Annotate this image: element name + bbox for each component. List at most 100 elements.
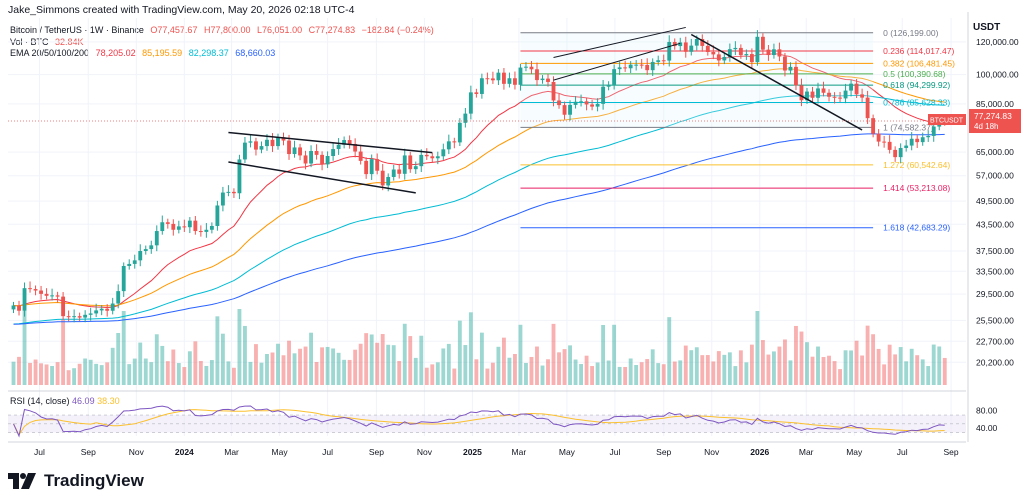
candle-body	[17, 305, 21, 311]
volume-bar	[424, 367, 429, 385]
volume-bar	[904, 361, 909, 385]
candles	[11, 30, 947, 323]
ohlc-close: C77,274.83	[308, 25, 356, 35]
ema100-line	[13, 95, 945, 325]
candle-body	[342, 140, 347, 145]
volume-bar	[347, 359, 352, 385]
candle-body	[667, 41, 672, 61]
candle-body	[198, 231, 203, 233]
price-axis-title: USDT	[973, 22, 1001, 33]
tradingview-footer[interactable]: TradingView	[8, 470, 144, 492]
volume-bar	[926, 366, 931, 385]
volume-bar	[55, 362, 60, 385]
candle-body	[50, 295, 55, 297]
volume-bar	[827, 355, 831, 385]
volume-bar	[722, 354, 727, 385]
price-tag-box	[969, 109, 1021, 134]
volume-bar	[540, 365, 545, 385]
volume-bar	[463, 345, 468, 385]
candle-body	[788, 66, 793, 71]
volume-bar	[551, 323, 556, 385]
candle-body	[838, 97, 842, 99]
candle-body	[661, 60, 666, 62]
volume-bar	[61, 319, 66, 385]
candle-body	[254, 141, 258, 150]
candle-body	[909, 138, 914, 146]
volume-bar	[77, 363, 82, 385]
volume-bar	[766, 354, 771, 385]
candle-body	[83, 314, 88, 318]
price-tick-label: 25,500.00	[976, 315, 1014, 325]
price-tick-label: 22,700.00	[976, 336, 1014, 346]
volume-bar	[110, 347, 115, 385]
candle-body	[821, 88, 826, 93]
rsi-ma-line	[13, 409, 945, 436]
fib-level-label: 1.414 (53,213.08)	[883, 183, 950, 193]
candle-body	[160, 222, 165, 232]
volume-bar	[810, 356, 815, 385]
volume-bar	[557, 352, 561, 385]
volume-bar	[220, 333, 225, 385]
volume-bar	[358, 343, 363, 385]
time-tick-label: Nov	[417, 447, 433, 457]
volume-bar	[182, 367, 187, 385]
candle-body	[413, 166, 418, 170]
ema200-line	[13, 133, 945, 325]
volume-bar	[298, 348, 302, 385]
candle-body	[606, 84, 611, 87]
volume-bar	[513, 354, 517, 385]
volume-bar	[893, 354, 898, 385]
time-tick-label: Jul	[609, 447, 620, 457]
candle-body	[132, 260, 137, 264]
volume-bar	[22, 310, 27, 385]
candle-body	[628, 64, 633, 69]
candle-body	[711, 51, 716, 55]
candle-body	[386, 176, 391, 186]
candle-body	[557, 100, 561, 106]
candle-body	[849, 83, 854, 91]
price-tick-label: 100,000.00	[976, 70, 1019, 80]
candle-body	[893, 149, 898, 158]
volume-bar	[402, 323, 407, 385]
volume-bar	[33, 359, 38, 385]
candle-body	[33, 289, 38, 291]
price-tag-symbol-box	[928, 114, 966, 126]
candle-body	[276, 137, 280, 147]
candle-body	[265, 139, 269, 147]
candle-body	[871, 118, 876, 134]
volume-bar	[628, 358, 633, 385]
tradingview-brand: TradingView	[44, 471, 144, 490]
price-tag-countdown: 4d 18h	[974, 122, 998, 131]
fib-level-label: 1.618 (42,683.29)	[883, 223, 950, 233]
time-tick-label: Jul	[897, 447, 908, 457]
volume-bar	[771, 351, 776, 385]
volume-bar	[920, 359, 925, 385]
candle-body	[11, 305, 16, 310]
volume-bar	[529, 356, 534, 385]
price-tick-label: 29,500.00	[976, 289, 1014, 299]
candle-body	[882, 141, 887, 143]
candle-body	[860, 94, 865, 98]
volume-bar	[380, 334, 385, 385]
volume-bar	[623, 366, 628, 385]
volume-bar	[672, 361, 677, 385]
candle-body	[617, 67, 622, 70]
volume-bar	[468, 312, 473, 385]
volume-bar	[165, 361, 170, 385]
volume-bar	[854, 340, 859, 385]
volume-bar	[821, 357, 826, 385]
trendline	[553, 42, 681, 81]
trendline	[228, 131, 433, 154]
candle-body	[193, 220, 198, 232]
candle-body	[612, 69, 617, 85]
candle-body	[810, 91, 815, 98]
volume-bar	[325, 346, 330, 385]
ema-label: EMA 20/50/100/200	[10, 48, 90, 58]
candle-body	[650, 61, 655, 71]
candle-body	[441, 149, 446, 157]
ohlc-high: H77,800.00	[203, 25, 251, 35]
candle-body	[347, 140, 352, 144]
candle-body	[595, 103, 600, 107]
candle-body	[601, 86, 606, 104]
